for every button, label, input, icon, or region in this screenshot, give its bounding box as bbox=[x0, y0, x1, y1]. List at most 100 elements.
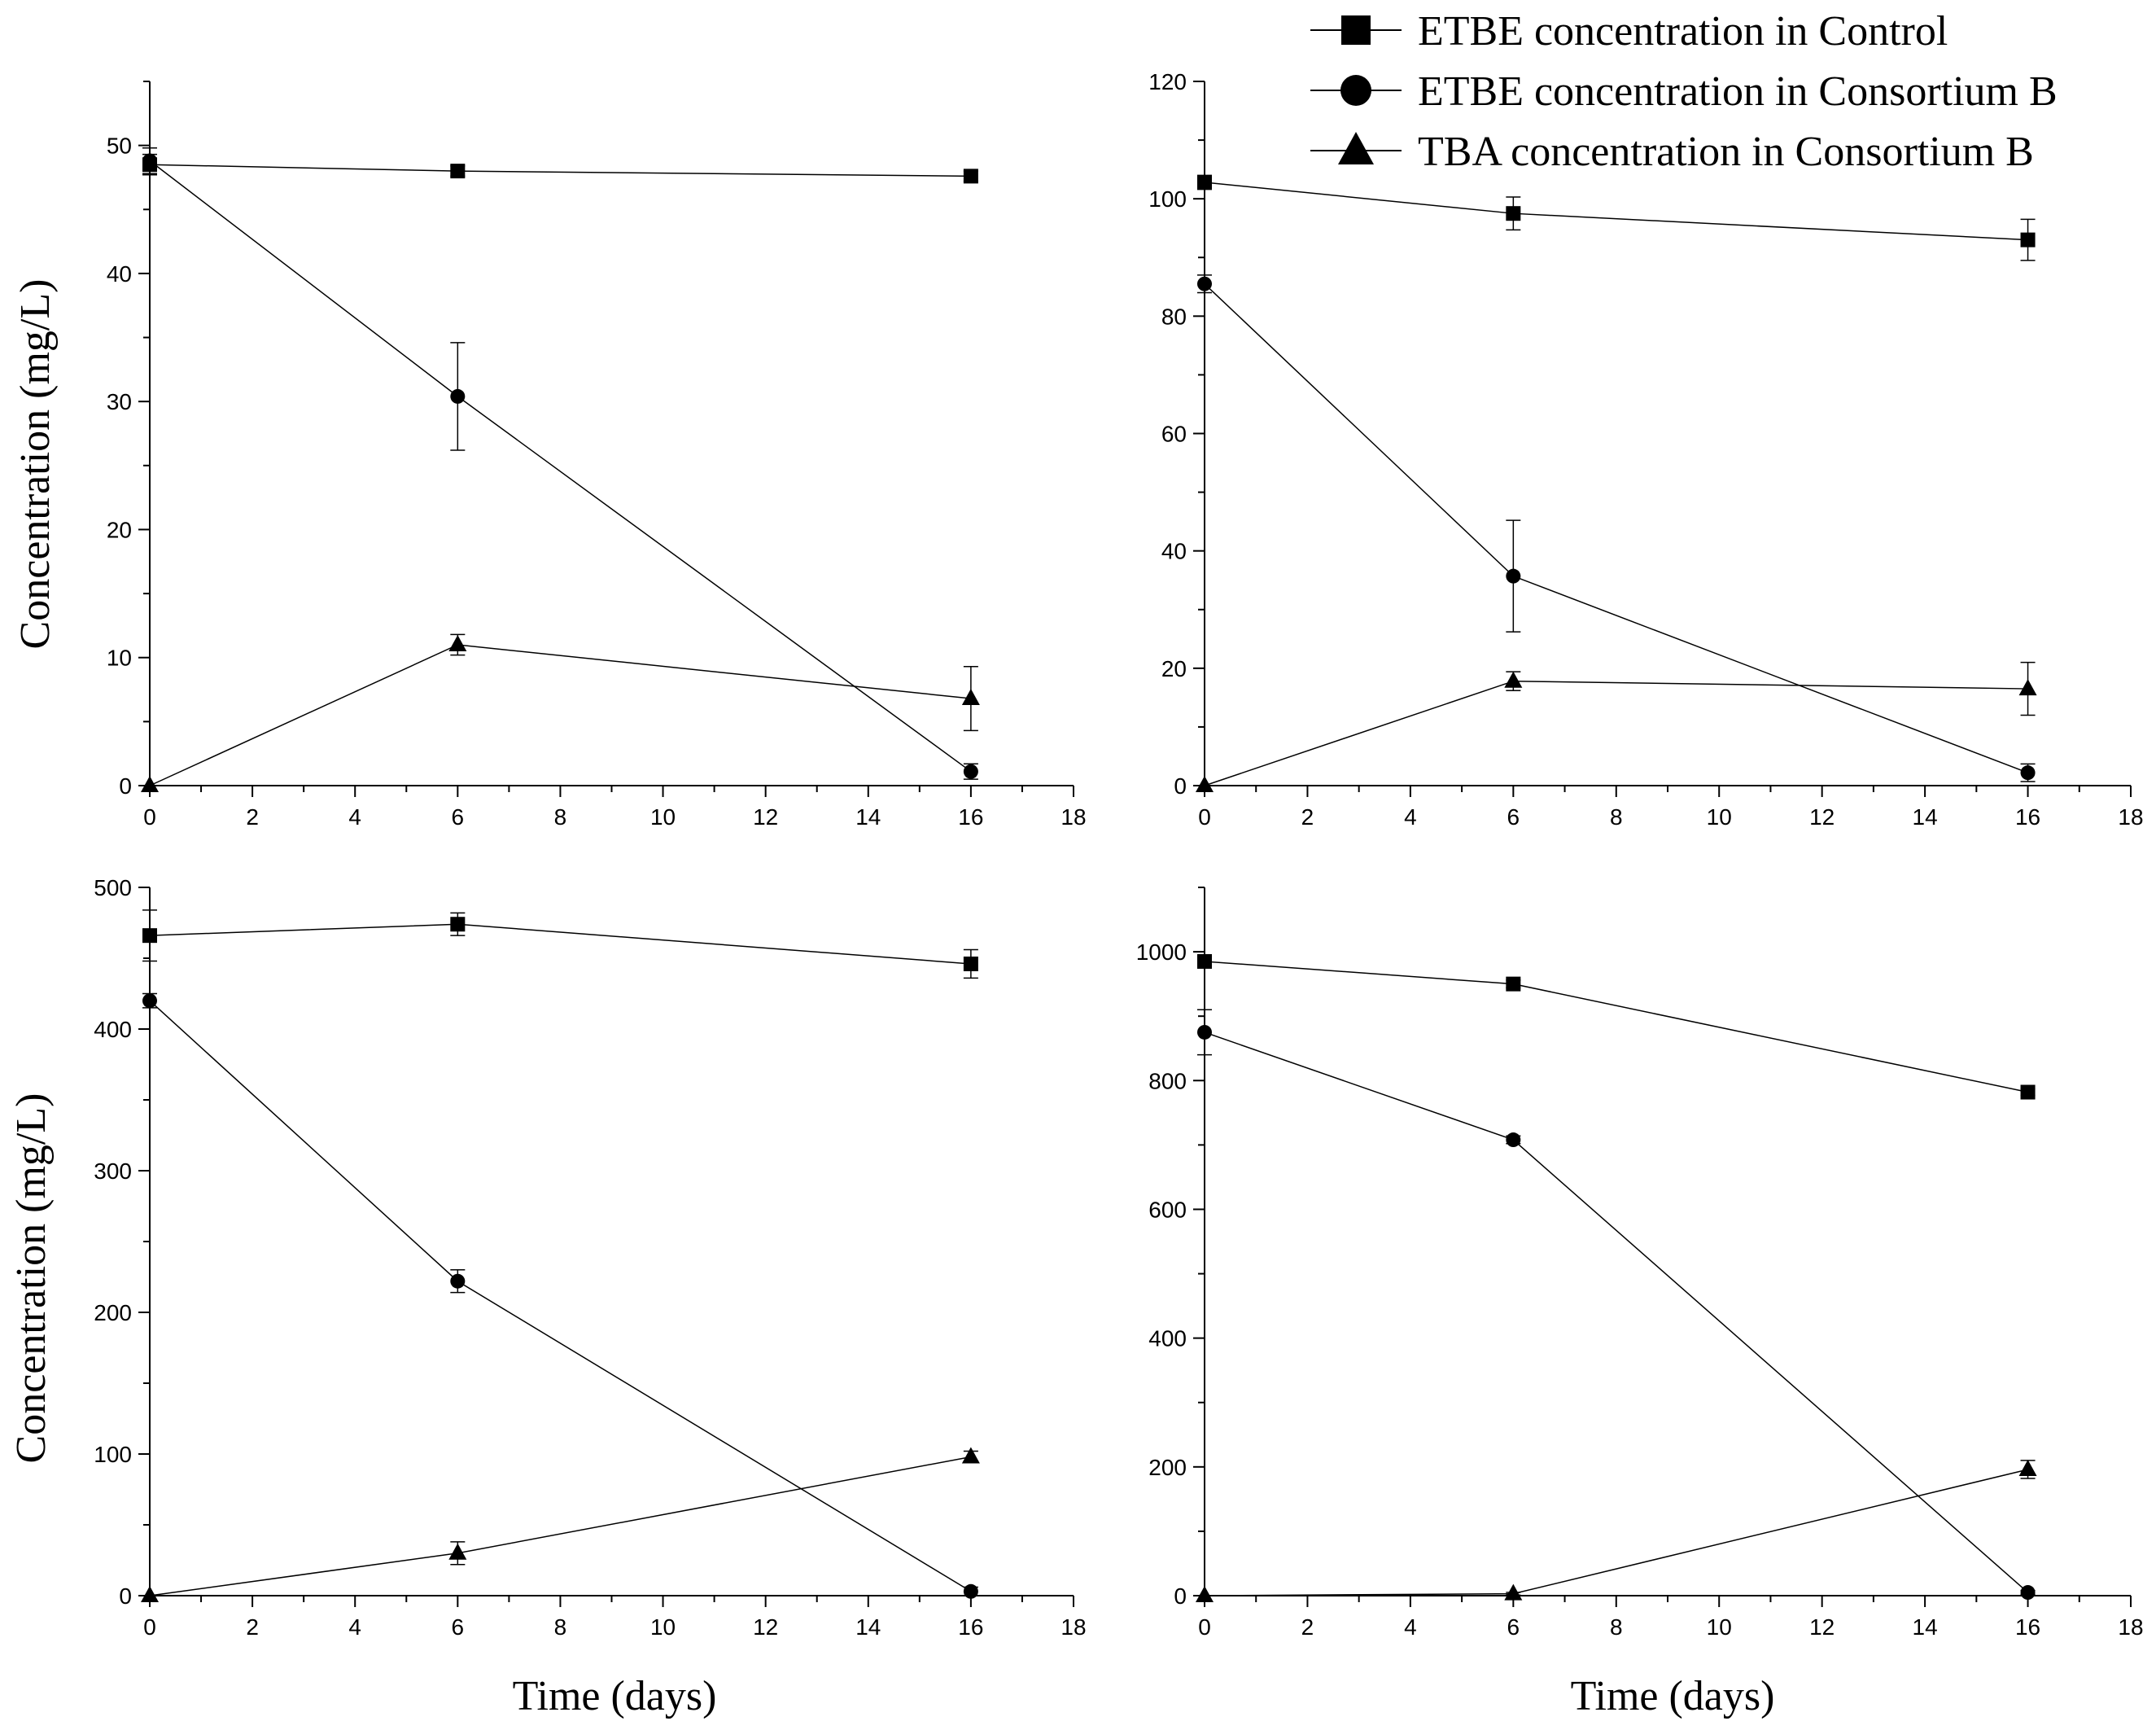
data-point-tba-consortium bbox=[1504, 671, 1523, 688]
data-point-etbe-consortium bbox=[450, 388, 466, 404]
data-point-control bbox=[1506, 206, 1521, 221]
data-point-tba-consortium bbox=[2018, 1459, 2037, 1476]
x-tick-label: 18 bbox=[2118, 1614, 2143, 1640]
x-tick-label: 12 bbox=[1809, 1614, 1835, 1640]
x-tick-label: 8 bbox=[554, 1614, 567, 1640]
x-tick-label: 4 bbox=[1404, 1614, 1417, 1640]
data-point-etbe-consortium bbox=[1197, 1024, 1212, 1040]
legend-label-tba-consortium: TBA concentration in Consortium B bbox=[1418, 129, 2034, 175]
data-point-control bbox=[2020, 232, 2036, 247]
series-line-control bbox=[149, 164, 971, 177]
x-tick-label: 0 bbox=[143, 1614, 156, 1640]
x-tick-label: 16 bbox=[958, 1614, 983, 1640]
y-axis-title-bottom-left: Concentration (mg/L) bbox=[8, 1093, 55, 1464]
data-point-control bbox=[2020, 1084, 2036, 1100]
data-point-etbe-consortium bbox=[2020, 765, 2036, 781]
x-tick-label: 14 bbox=[1913, 1614, 1938, 1640]
data-point-tba-consortium bbox=[448, 1543, 467, 1560]
x-tick-label: 4 bbox=[348, 1614, 361, 1640]
y-tick-label: 400 bbox=[94, 1017, 132, 1042]
y-tick-label: 120 bbox=[1148, 69, 1187, 94]
x-tick-label: 6 bbox=[1507, 1614, 1520, 1640]
y-tick-label: 0 bbox=[119, 1583, 132, 1609]
y-tick-label: 0 bbox=[1174, 773, 1187, 799]
y-tick-label: 0 bbox=[1174, 1583, 1187, 1609]
x-tick-label: 0 bbox=[1198, 1614, 1211, 1640]
y-tick-label: 60 bbox=[1161, 422, 1187, 447]
data-point-etbe-consortium bbox=[1506, 568, 1521, 584]
x-tick-label: 10 bbox=[1707, 804, 1732, 830]
series-line-tba-consortium bbox=[1204, 680, 2028, 786]
data-point-control bbox=[450, 917, 466, 932]
x-tick-label: 8 bbox=[1610, 804, 1623, 830]
x-tick-label: 2 bbox=[246, 804, 259, 830]
data-point-control bbox=[963, 956, 978, 971]
data-point-control bbox=[1197, 174, 1212, 190]
data-point-etbe-consortium bbox=[450, 1273, 466, 1289]
y-tick-label: 800 bbox=[1148, 1068, 1187, 1093]
series-line-etbe-consortium bbox=[1204, 283, 2028, 773]
data-point-tba-consortium bbox=[141, 776, 159, 792]
panel-bottom-right: 0 2 4 6 8 10 12 14 16 18 0 200 400 600 800 1000 bbox=[1136, 887, 2144, 1640]
x-tick-label: 2 bbox=[246, 1614, 259, 1640]
x-tick-label: 16 bbox=[2015, 804, 2040, 830]
y-tick-label: 100 bbox=[94, 1442, 132, 1467]
x-tick-label: 10 bbox=[650, 804, 676, 830]
y-tick-label: 300 bbox=[94, 1158, 132, 1184]
series-line-etbe-consortium bbox=[149, 1000, 972, 1592]
data-point-etbe-consortium bbox=[142, 993, 157, 1009]
series-line-control bbox=[1204, 182, 2028, 241]
y-tick-label: 200 bbox=[94, 1300, 132, 1325]
x-tick-label: 16 bbox=[2015, 1614, 2040, 1640]
data-point-tba-consortium bbox=[2018, 679, 2037, 696]
data-point-control bbox=[1197, 953, 1212, 969]
x-tick-label: 18 bbox=[1061, 1614, 1086, 1640]
y-tick-label: 200 bbox=[1148, 1455, 1187, 1480]
y-tick-label: 40 bbox=[107, 261, 132, 287]
y-tick-label: 1000 bbox=[1136, 939, 1187, 965]
y-tick-label: 400 bbox=[1148, 1326, 1187, 1351]
y-tick-label: 30 bbox=[107, 389, 132, 414]
series-line-tba-consortium bbox=[149, 644, 971, 786]
data-point-etbe-consortium bbox=[963, 764, 978, 779]
series-line-tba-consortium bbox=[1204, 1469, 2028, 1596]
legend: ETBE concentration in Control ETBE conce… bbox=[1310, 8, 2058, 175]
y-tick-label: 500 bbox=[94, 875, 132, 900]
x-tick-label: 0 bbox=[143, 804, 156, 830]
x-tick-label: 6 bbox=[1507, 804, 1520, 830]
data-point-tba-consortium bbox=[961, 1447, 980, 1464]
data-point-control bbox=[963, 169, 978, 184]
series-line-etbe-consortium bbox=[149, 160, 972, 773]
x-tick-label: 10 bbox=[650, 1614, 676, 1640]
legend-square-marker bbox=[1341, 15, 1371, 45]
y-axis-title-top-left: Concentration (mg/L) bbox=[12, 279, 59, 650]
legend-circle-marker bbox=[1340, 75, 1371, 106]
x-tick-label: 16 bbox=[958, 804, 983, 830]
x-tick-label: 0 bbox=[1198, 804, 1211, 830]
x-tick-label: 12 bbox=[753, 804, 778, 830]
legend-label-etbe-consortium: ETBE concentration in Consortium B bbox=[1418, 68, 2058, 115]
y-tick-label: 50 bbox=[107, 134, 132, 159]
x-tick-label: 8 bbox=[1610, 1614, 1623, 1640]
data-point-tba-consortium bbox=[141, 1586, 159, 1602]
y-tick-label: 600 bbox=[1148, 1197, 1187, 1222]
x-tick-label: 8 bbox=[554, 804, 567, 830]
legend-triangle-marker bbox=[1338, 132, 1374, 164]
y-tick-label: 10 bbox=[107, 646, 132, 671]
x-axis-title-bottom-right: Time (days) bbox=[1571, 1673, 1775, 1719]
data-point-tba-consortium bbox=[1196, 776, 1214, 792]
series-line-control bbox=[1204, 961, 2028, 1093]
data-point-tba-consortium bbox=[1504, 1583, 1523, 1601]
data-point-tba-consortium bbox=[448, 635, 467, 651]
x-tick-label: 12 bbox=[753, 1614, 778, 1640]
series-line-tba-consortium bbox=[149, 1456, 972, 1596]
data-point-etbe-consortium bbox=[963, 1583, 978, 1599]
x-tick-label: 12 bbox=[1809, 804, 1835, 830]
panel-top-left: 0 2 4 6 8 10 12 14 16 18 0 10 20 30 40 50 bbox=[107, 81, 1087, 830]
panel-top-right: 0 2 4 6 8 10 12 14 16 18 0 20 40 60 80 100 120 bbox=[1148, 69, 2143, 830]
x-tick-label: 10 bbox=[1707, 1614, 1732, 1640]
data-point-tba-consortium bbox=[1196, 1586, 1214, 1602]
x-tick-label: 18 bbox=[2118, 804, 2143, 830]
y-tick-label: 100 bbox=[1148, 186, 1187, 212]
